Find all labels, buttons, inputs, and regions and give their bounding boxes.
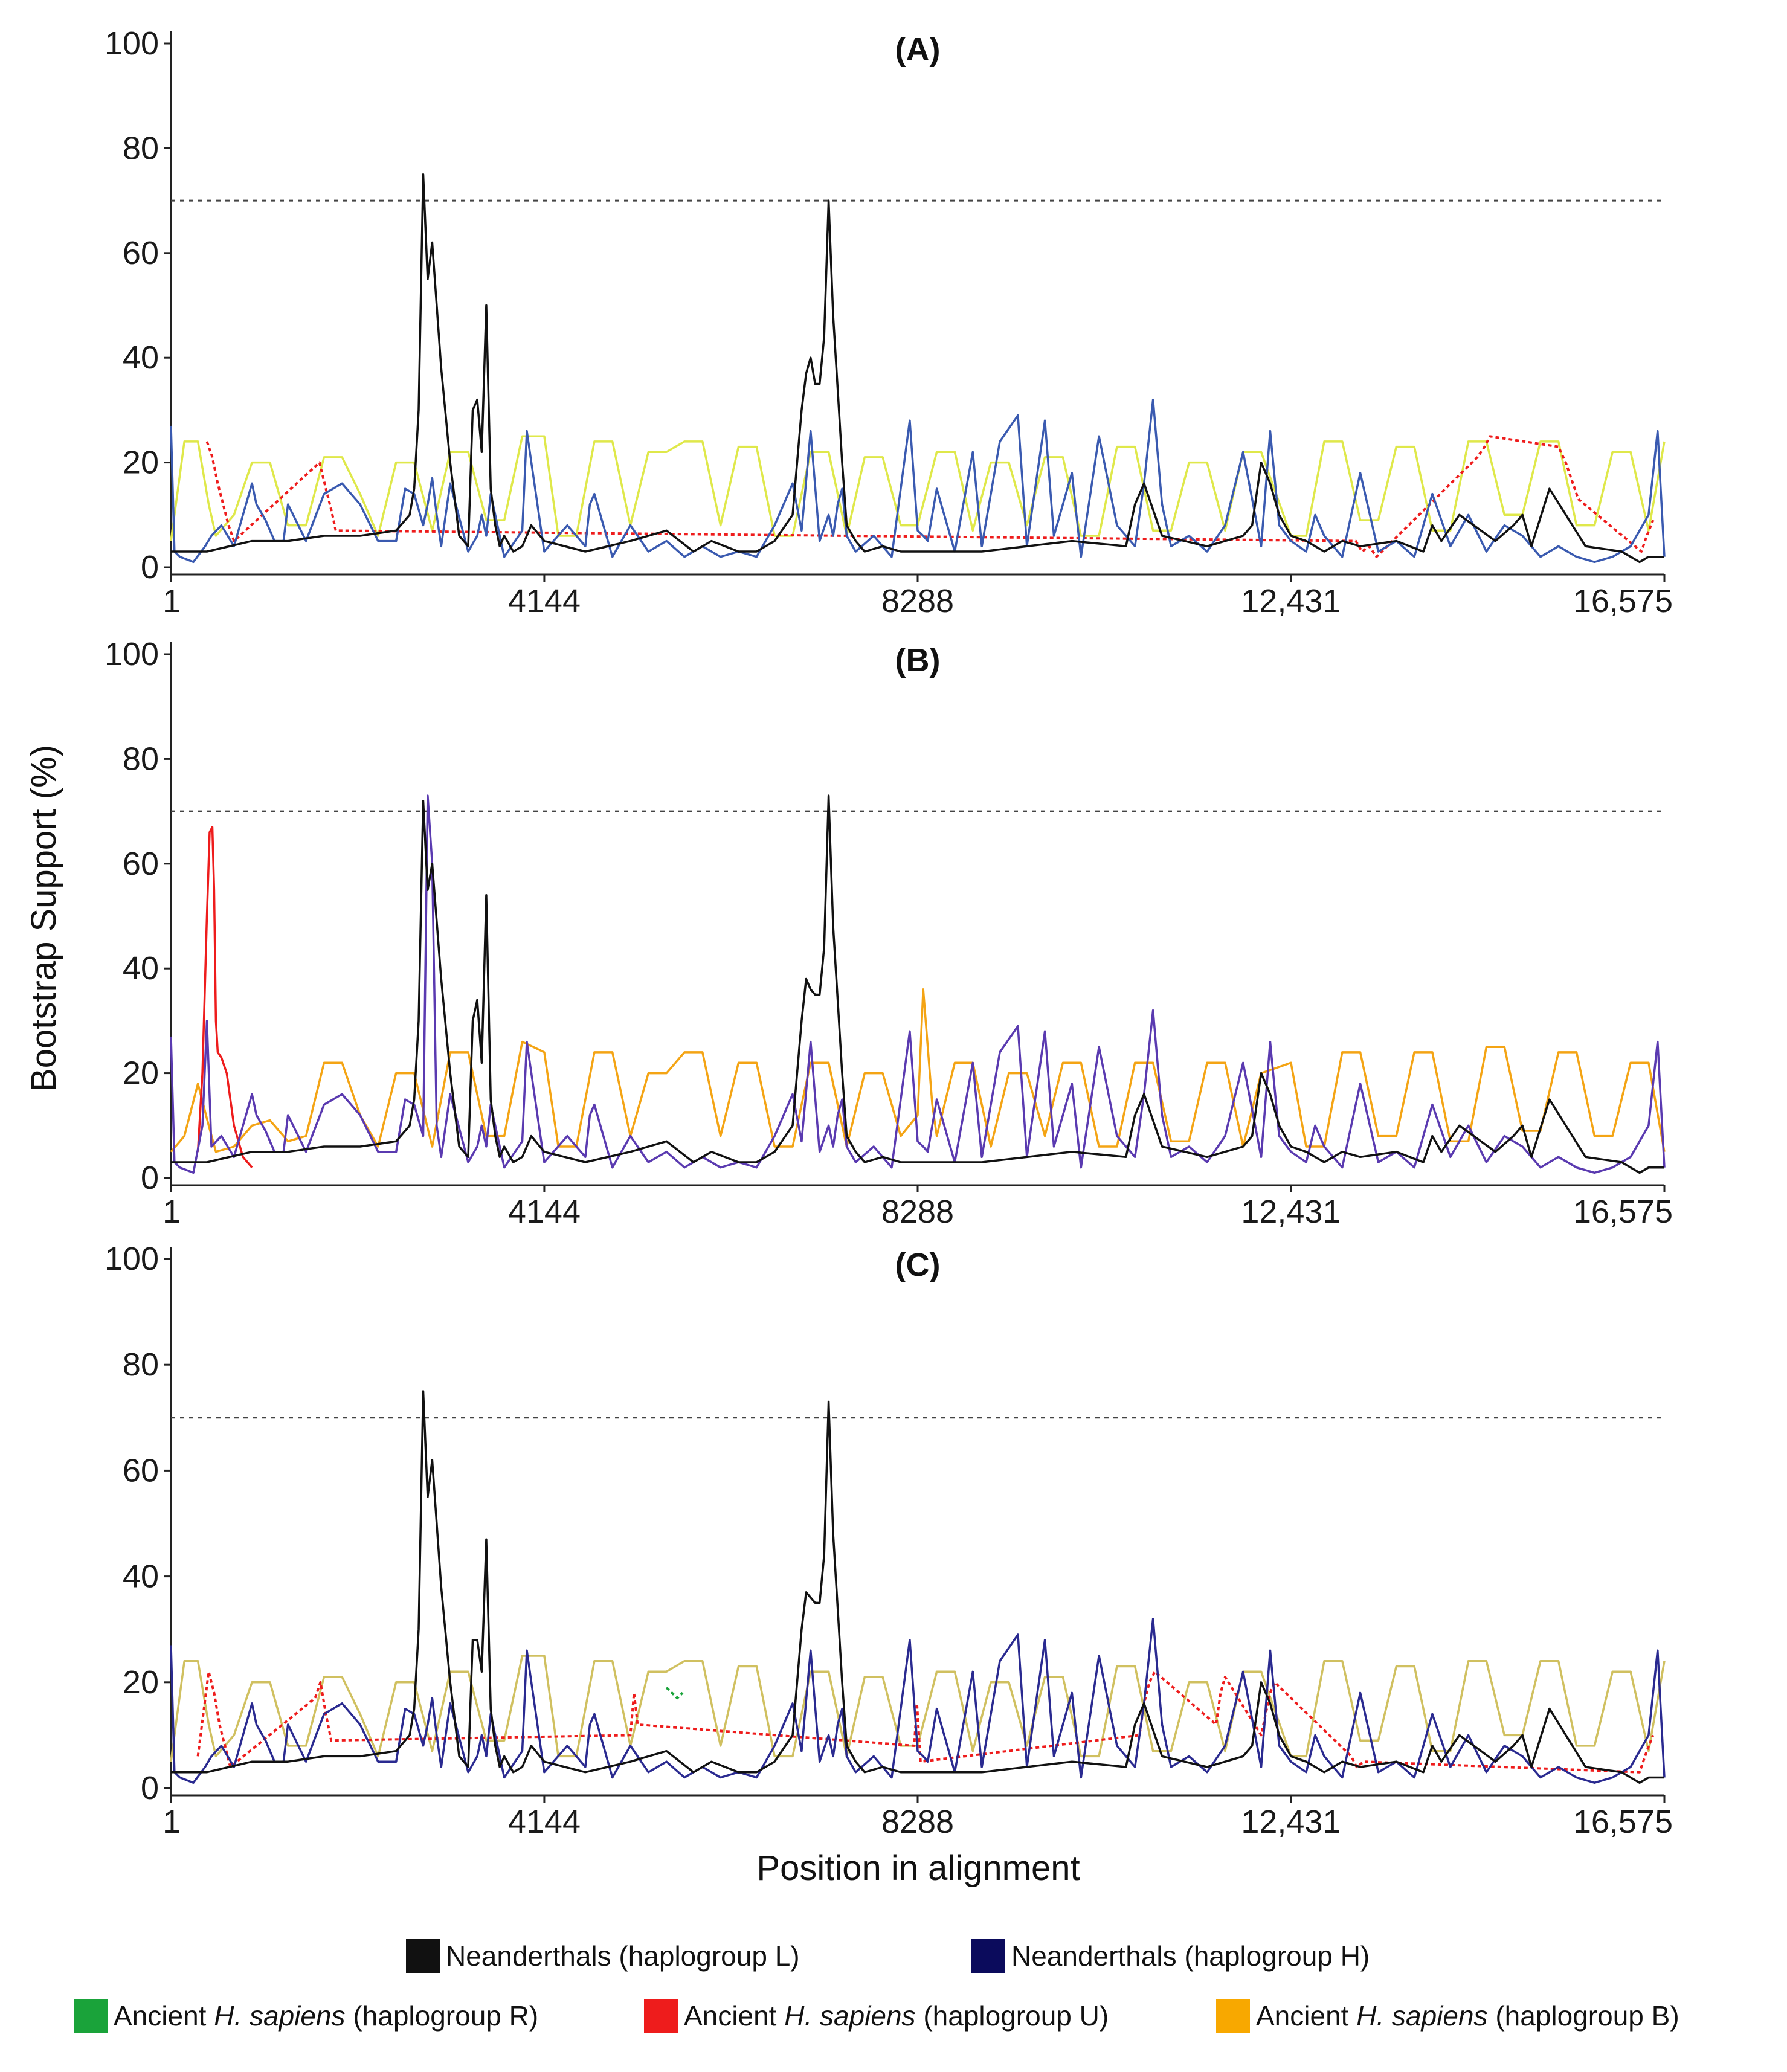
series-line-ancient-h-sapiens-haplogroup-u: [205, 435, 1655, 558]
panel-1: 0 20 40 60 80 100 1 4144 8288 12,431 16,575 (A): [105, 25, 1673, 619]
x-tick-label: 16,575: [1573, 1804, 1673, 1840]
legend-swatch: [644, 1999, 678, 2033]
y-tick-label: 40: [123, 950, 159, 986]
y-tick-label: 100: [105, 25, 159, 62]
x-tick-label: 1: [163, 1194, 181, 1230]
legend-swatch: [971, 1939, 1005, 1973]
legend-item-h: Neanderthals (haplogroup H): [971, 1939, 1370, 1973]
y-tick-label: 20: [123, 445, 159, 481]
series-line-ancient-h-sapiens-haplogroup-r: [665, 1687, 684, 1700]
legend-label: Ancient H. sapiens (haplogroup U): [684, 2000, 1109, 2032]
series-line-ancient-h-sapiens-bracket: [170, 435, 1666, 541]
series-line-neanderthals-haplogroup-l: [171, 794, 1664, 1174]
y-axis-title: Bootstrap Support (%): [24, 745, 63, 1092]
panel-label: (B): [895, 642, 941, 678]
x-tick-label: 1: [163, 1804, 181, 1840]
x-tick-label: 16,575: [1573, 1194, 1673, 1230]
panel-3: 0 20 40 60 80 100 1 4144 8288 12,431 16,575 (C): [105, 1241, 1673, 1840]
panel-label: (C): [895, 1247, 941, 1283]
legend-label: Neanderthals (haplogroup L): [446, 1940, 800, 1972]
x-tick-label: 1: [163, 583, 181, 619]
y-tick-label: 80: [123, 130, 159, 166]
y-tick-label: 60: [123, 1452, 159, 1488]
x-tick-label: 4144: [508, 1804, 581, 1840]
series-line-neanderthals-haplogroup-h: [170, 398, 1666, 564]
y-tick-label: 80: [123, 1346, 159, 1383]
legend: Neanderthals (haplogroup L) Neanderthals …: [74, 1939, 1679, 2033]
x-tick-label: 12,431: [1241, 1804, 1341, 1840]
x-tick-label: 8288: [881, 1804, 954, 1840]
legend-item-u: Ancient H. sapiens (haplogroup U): [644, 1999, 1109, 2033]
x-tick-label: 4144: [508, 1194, 581, 1230]
y-tick-label: 0: [141, 1160, 159, 1196]
series-line-neanderthals-haplogroup-l: [171, 173, 1664, 564]
x-tick-label: 8288: [881, 583, 954, 619]
y-tick-label: 0: [141, 1770, 159, 1806]
x-axis-title: Position in alignment: [756, 1848, 1080, 1888]
series-line-neanderthals-haplogroup-l: [171, 1390, 1664, 1784]
y-tick-label: 0: [141, 549, 159, 585]
y-tick-label: 60: [123, 846, 159, 882]
y-tick-label: 40: [123, 1559, 159, 1595]
panel-label: (A): [895, 31, 941, 68]
legend-item-b: Ancient H. sapiens (haplogroup B): [1216, 1999, 1679, 2033]
y-tick-label: 60: [123, 235, 159, 271]
y-tick-label: 40: [123, 339, 159, 376]
y-tick-label: 20: [123, 1664, 159, 1700]
y-tick-label: 20: [123, 1055, 159, 1092]
legend-swatch: [74, 1999, 108, 2033]
legend-label: Ancient H. sapiens (haplogroup R): [114, 2000, 538, 2032]
y-tick-label: 100: [105, 1241, 159, 1277]
panel-2: 0 20 40 60 80 100 1 4144 8288 12,431 16,575 (B): [105, 636, 1673, 1230]
legend-swatch: [406, 1939, 440, 1973]
series-line-neanderthals-haplogroup-h: [170, 1617, 1666, 1784]
x-tick-label: 12,431: [1241, 1194, 1341, 1230]
legend-label: Neanderthals (haplogroup H): [1011, 1940, 1370, 1972]
legend-item-l: Neanderthals (haplogroup L): [406, 1939, 800, 1973]
legend-label: Ancient H. sapiens (haplogroup B): [1256, 2000, 1679, 2032]
y-tick-label: 80: [123, 741, 159, 777]
x-tick-label: 4144: [508, 583, 581, 619]
series-line-ancient-h-sapiens-haplogroup-u: [196, 826, 253, 1168]
legend-item-r: Ancient H. sapiens (haplogroup R): [74, 1999, 538, 2033]
legend-swatch: [1216, 1999, 1250, 2033]
series-line-ancient-h-sapiens-haplogroup-b: [170, 988, 1666, 1153]
x-tick-label: 16,575: [1573, 583, 1673, 619]
y-tick-label: 100: [105, 636, 159, 672]
x-tick-label: 8288: [881, 1194, 954, 1230]
x-tick-label: 12,431: [1241, 583, 1341, 619]
